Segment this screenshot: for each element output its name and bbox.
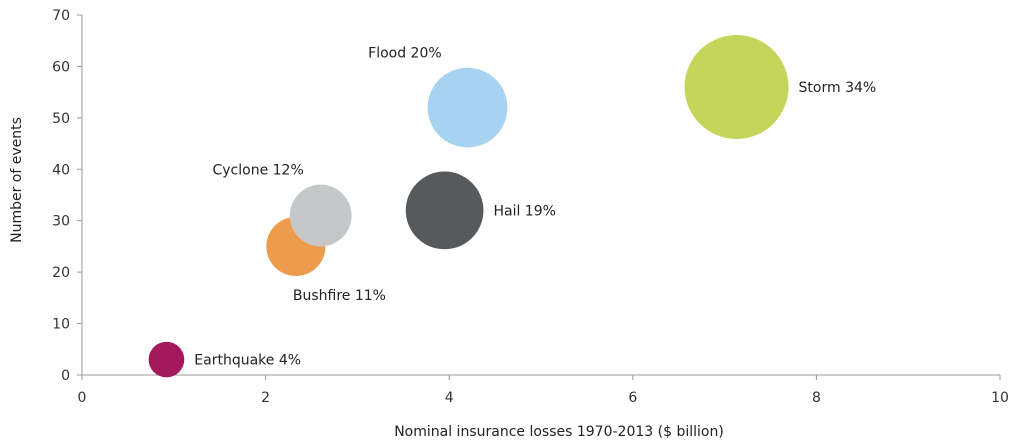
x-tick-label: 8 <box>812 390 821 406</box>
bubble-label-bushfire: Bushfire 11% <box>293 288 386 304</box>
x-tick-label: 0 <box>78 390 87 406</box>
y-axis-title: Number of events <box>9 117 25 243</box>
bubble-labels: Earthquake 4% Bushfire 11% Cyclone 12% Floo… <box>194 46 876 369</box>
bubble-flood <box>427 67 508 148</box>
y-tick-label: 20 <box>52 265 70 281</box>
y-axis-ticks: 0 10 20 30 40 50 60 70 <box>52 8 82 384</box>
y-tick-label: 60 <box>52 59 70 75</box>
x-tick-label: 10 <box>991 390 1009 406</box>
bubble-cyclone <box>289 184 352 247</box>
x-tick-label: 4 <box>445 390 454 406</box>
bubble-label-flood: Flood 20% <box>368 46 442 62</box>
y-tick-label: 40 <box>52 162 70 178</box>
y-tick-label: 0 <box>61 368 70 384</box>
y-tick-label: 10 <box>52 317 70 333</box>
bubbles <box>148 35 789 378</box>
y-tick-label: 50 <box>52 111 70 127</box>
y-tick-label: 70 <box>52 8 70 24</box>
x-axis-title: Nominal insurance losses 1970-2013 ($ bi… <box>394 424 724 440</box>
bubble-label-earthquake: Earthquake 4% <box>194 353 301 369</box>
bubble-label-hail: Hail 19% <box>493 203 555 219</box>
x-tick-label: 6 <box>628 390 637 406</box>
x-axis-ticks: 0 2 4 6 8 10 <box>78 375 1009 406</box>
bubble-label-cyclone: Cyclone 12% <box>213 163 304 179</box>
bubble-storm <box>684 35 789 139</box>
x-tick-label: 2 <box>261 390 270 406</box>
bubble-label-storm: Storm 34% <box>799 80 877 96</box>
y-tick-label: 30 <box>52 214 70 230</box>
bubble-hail <box>405 171 484 250</box>
axes <box>81 15 1000 376</box>
bubble-earthquake <box>148 341 185 378</box>
